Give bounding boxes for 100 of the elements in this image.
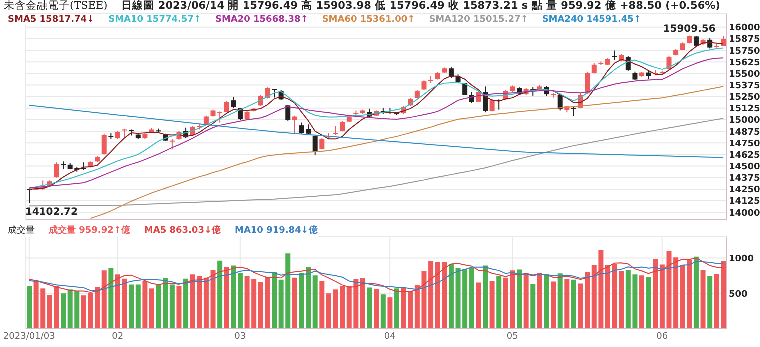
bar [605,265,610,329]
bar [544,274,550,329]
y-tick-label: 15625 [729,58,760,68]
bar [218,260,223,329]
x-tick-label: 04 [384,332,396,342]
bar [394,288,400,329]
candlestick [646,70,652,80]
candlestick [170,138,175,150]
line-series [90,86,724,220]
candlestick [585,72,590,95]
bar [210,270,216,329]
y-tick-label: 14375 [729,174,760,184]
bar [272,272,278,329]
candlestick [306,124,312,136]
bar [653,259,658,329]
y-tick-label: 1000 [729,254,754,264]
bar [292,278,298,329]
candlestick [102,133,107,156]
text: MA10 919.84↓億 [235,224,318,237]
bar [312,276,318,329]
bar [61,294,66,329]
bar [299,273,304,329]
candlestick [292,115,298,135]
candlestick [462,82,468,96]
y-tick-label: 15875 [729,35,760,46]
x-tick-label: 06 [656,332,668,342]
candlestick [612,50,618,61]
x-tick-label: 05 [506,332,518,342]
bar [700,270,706,329]
bar [469,268,474,329]
bar [476,282,482,329]
bar [646,277,652,329]
bar [136,284,141,329]
bar [238,273,243,329]
bar [122,278,128,329]
chart-title: 未含金融電子(TSEE) [4,0,108,12]
candlestick [490,99,495,112]
y-tick-label: 15500 [729,70,760,80]
bar [571,280,576,329]
y-tick-label: 15000 [729,116,760,126]
y-tick-label: 16000 [729,24,760,34]
bar [388,298,393,329]
bar [496,276,502,329]
chart-title: 成交量 [8,224,35,237]
candlestick [666,56,672,71]
bar [108,268,114,329]
bar [142,281,148,329]
bar [224,267,230,329]
y-tick-label: 14000 [729,208,760,219]
bar [367,288,372,329]
bar [326,294,332,329]
bar [380,294,386,329]
bar [448,264,454,329]
candlestick [340,120,346,132]
bar [231,266,236,329]
y-tick-label: 14250 [729,186,760,196]
candlestick [231,96,236,108]
candlestick [422,80,427,91]
y-tick-label: 14750 [729,139,760,150]
bar [129,284,134,329]
text: SMA20 15668.38↑ [215,15,308,25]
line-series [28,118,724,207]
y-tick-label: 14125 [729,197,760,208]
candlestick [721,36,726,47]
y-tick-label: 15250 [729,93,760,104]
bar [115,274,120,329]
bar [102,270,107,329]
bar [530,284,536,329]
bar [551,282,556,329]
bar [490,282,495,329]
bar [170,284,175,329]
candlestick [54,162,60,178]
text: SMA240 14591.45↑ [542,15,642,25]
candlestick [286,104,291,122]
annotation: 15909.56 [663,24,716,35]
candlestick [299,122,304,134]
bar [524,273,529,329]
chart-subtitle: 日線圖 2023/06/14 開 15796.49 高 15903.98 低 15796.49 收 15873.21 s 點 量 959.92 億 +88.50 (+0.56%) [122,0,720,12]
y-tick-label: 14500 [729,162,760,172]
bar [640,276,645,329]
bar [708,276,713,329]
bar [27,286,32,329]
bar [537,273,542,329]
text: SMA10 15774.57↑ [108,15,202,25]
bar [320,281,325,329]
x-tick-label: 03 [234,332,246,342]
bar [558,274,563,329]
bar [204,278,209,329]
bar [306,267,312,329]
candlestick [312,135,318,156]
text: SMA60 15361.00↑ [322,15,416,25]
bar [564,279,570,329]
y-tick-label: 14875 [729,128,760,138]
bar [428,261,434,329]
text: 成交量 959.92↑億 [49,224,130,237]
bar [184,278,189,329]
text: SMA120 15015.27↑ [429,15,528,25]
bar [517,270,522,329]
y-tick-label: 14625 [729,150,760,161]
x-tick-label: 02 [112,332,124,342]
